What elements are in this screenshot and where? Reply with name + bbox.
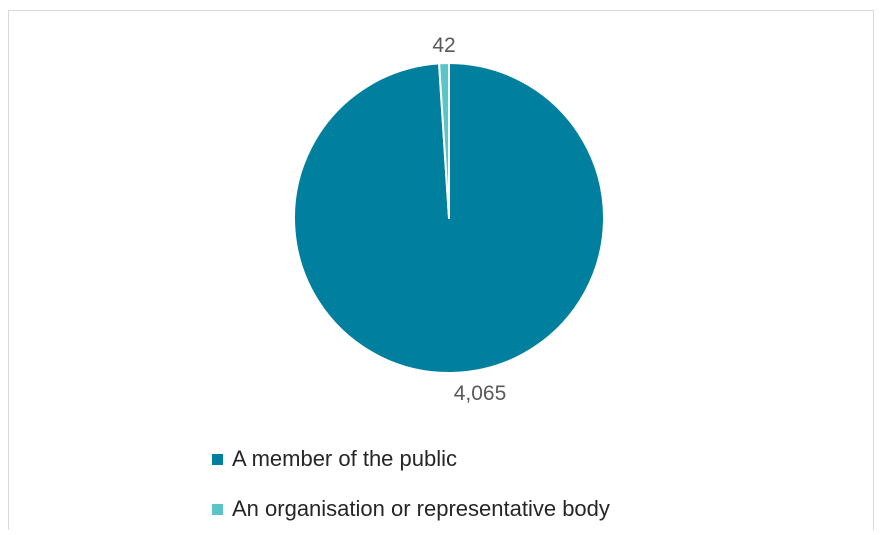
legend-swatch-icon: [212, 503, 223, 515]
legend-item-organisation: An organisation or representative body: [212, 484, 610, 534]
legend-label: A member of the public: [232, 446, 458, 471]
legend-label: An organisation or representative body: [232, 496, 610, 521]
data-label-member-of-public: 4,065: [454, 382, 507, 405]
chart-frame: [8, 10, 874, 530]
pie-slices: [293, 62, 605, 374]
legend-item-member-of-public: A member of the public: [212, 434, 610, 484]
data-label-organisation: 42: [432, 34, 455, 57]
legend-swatch-icon: [212, 453, 223, 465]
legend: A member of the public An organisation o…: [212, 434, 610, 534]
pie-slice-organisation: [438, 62, 450, 219]
